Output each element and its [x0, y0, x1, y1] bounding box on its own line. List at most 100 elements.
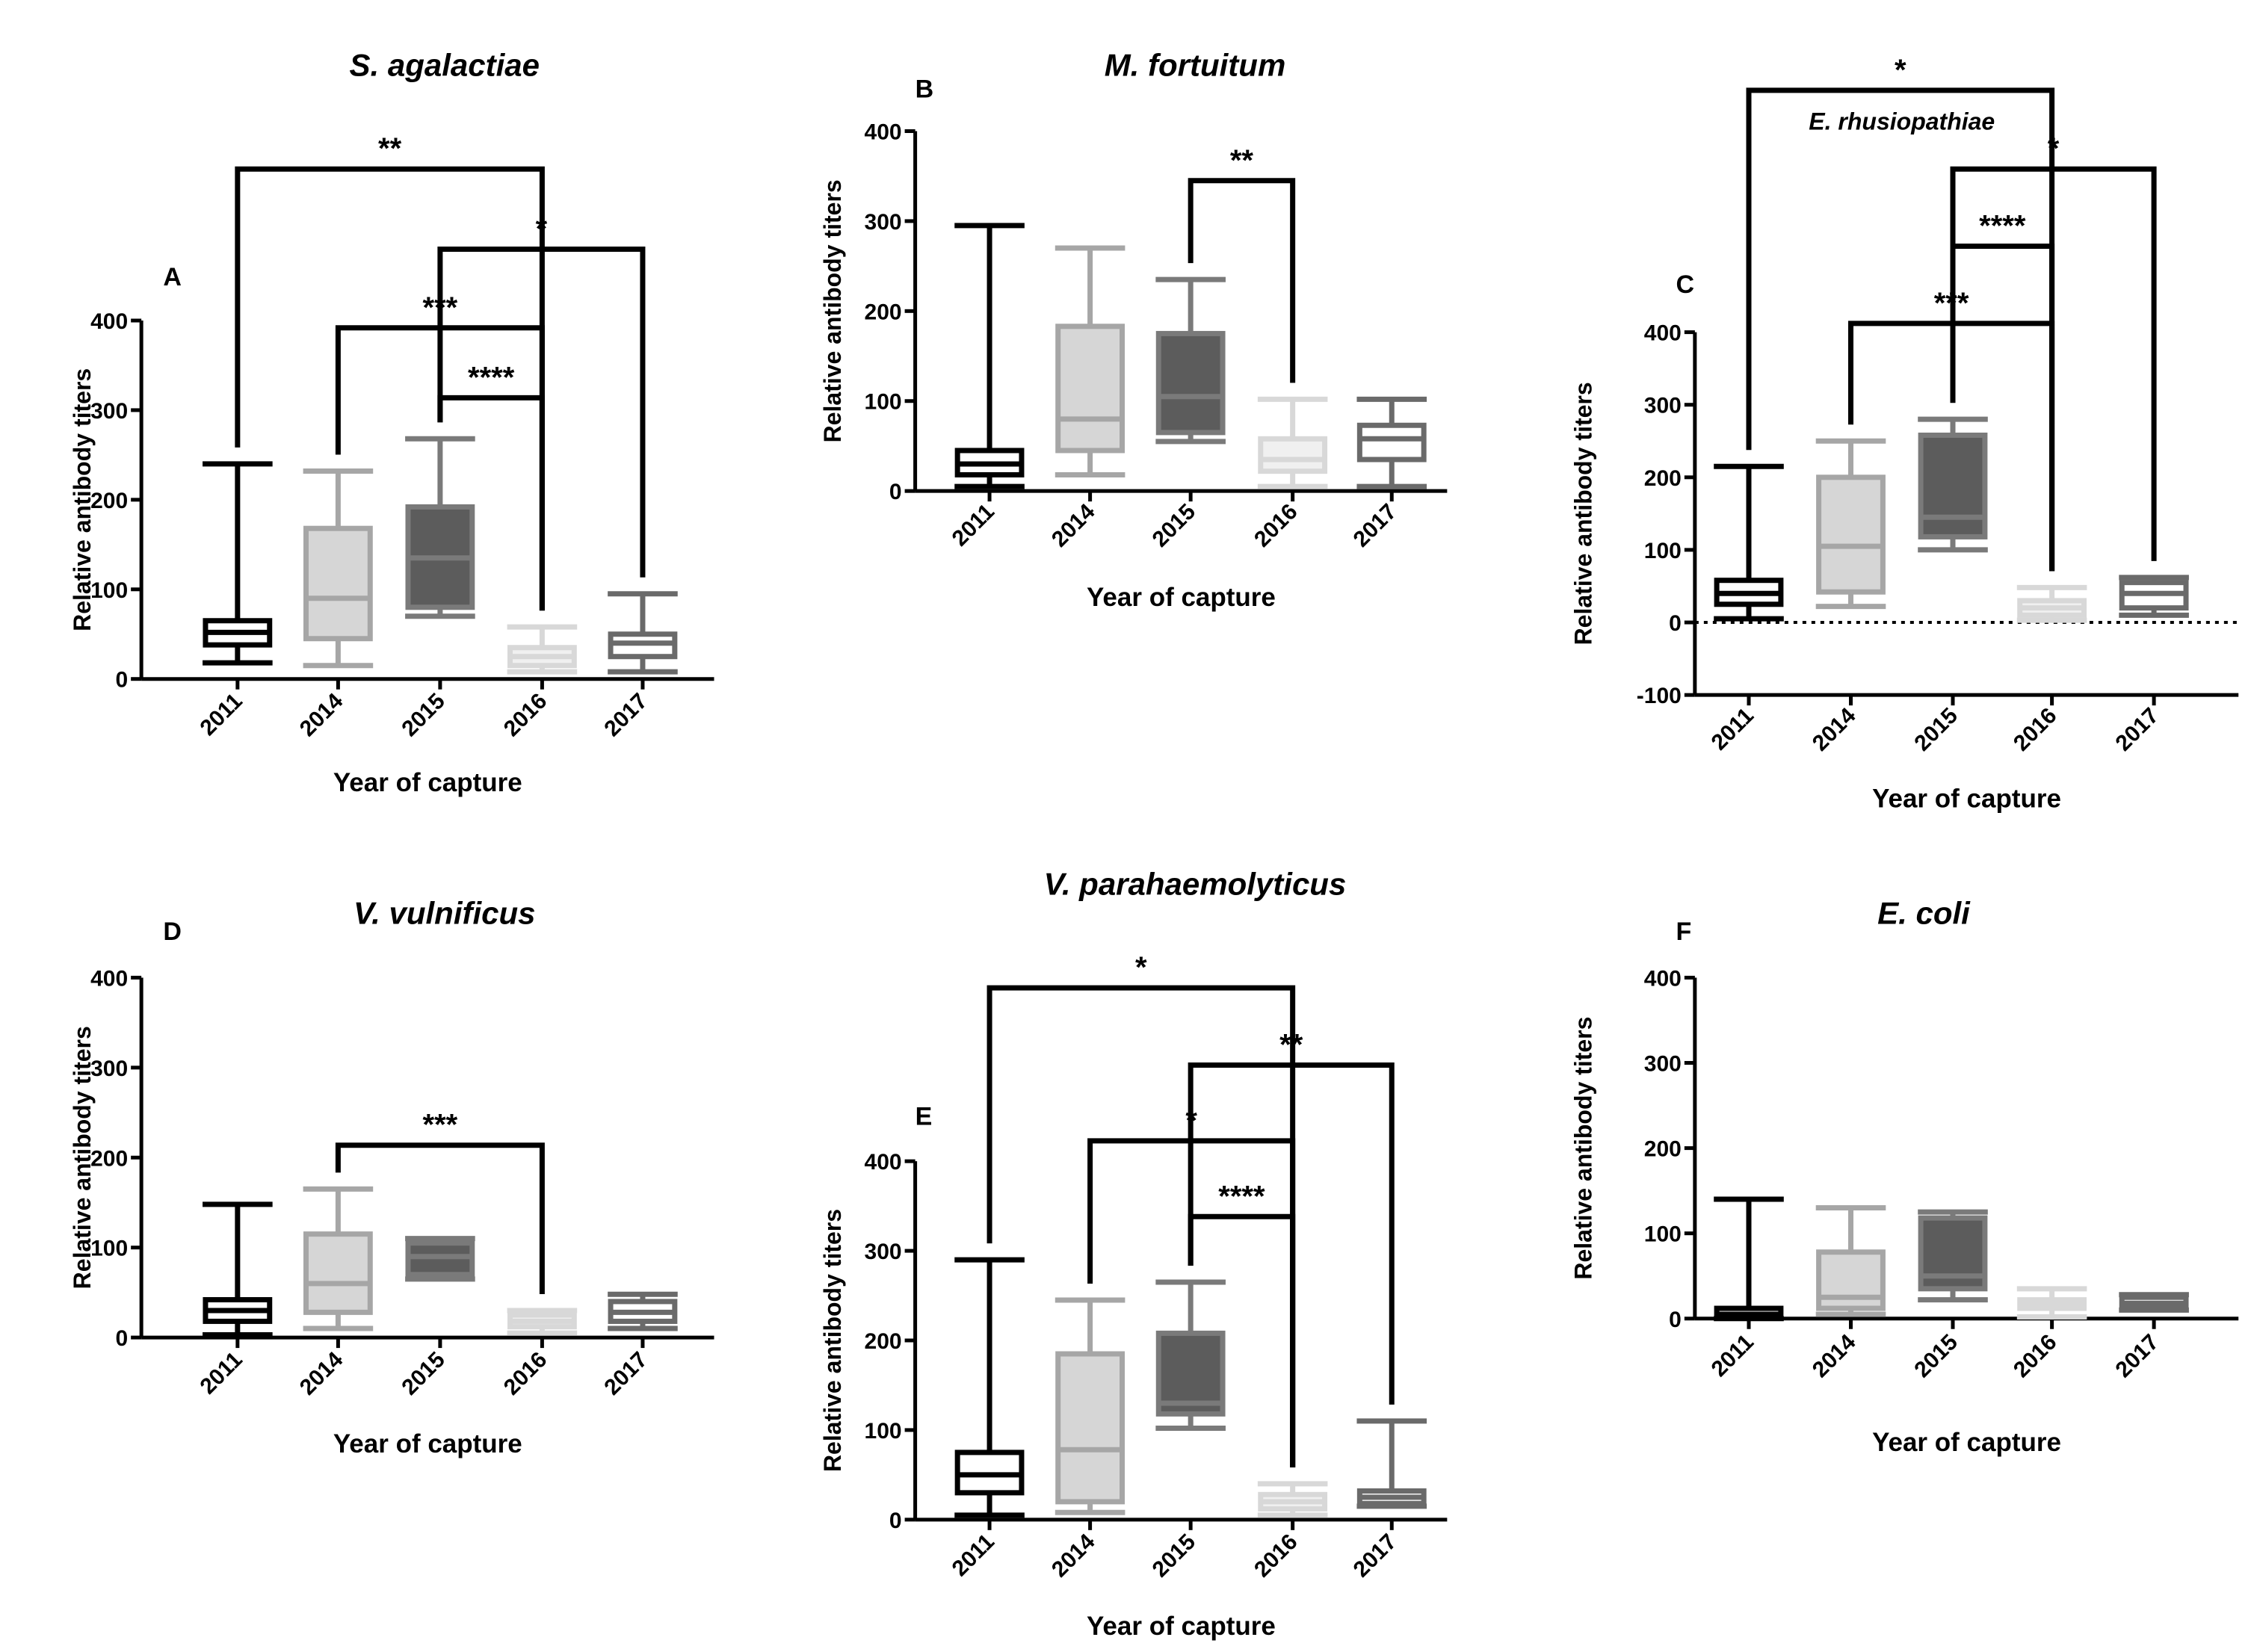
x-axis-label: Year of capture [1087, 1612, 1276, 1641]
box-2015 [1155, 276, 1226, 445]
x-tick-label: 2015 [397, 689, 450, 742]
chart-title: E. coli [1877, 895, 1971, 930]
x-tick-label: 2016 [499, 1347, 552, 1400]
box-iqr [1055, 1351, 1125, 1505]
panel-label: A [163, 263, 182, 291]
y-axis-label: Relative antibody titers [69, 1026, 96, 1289]
y-tick-label: 300 [865, 210, 902, 235]
y-tick-label: 100 [1644, 1222, 1682, 1247]
x-tick-label: 2016 [1250, 499, 1303, 552]
box-iqr [1055, 324, 1125, 454]
significance-label: * [1895, 54, 1906, 87]
y-tick-label: 300 [90, 1057, 128, 1081]
y-tick-label: 100 [865, 390, 902, 415]
x-tick-label: 2011 [948, 499, 999, 551]
significance-label: ** [378, 132, 402, 165]
x-tick-label: 2017 [2111, 1330, 2164, 1383]
box-2016 [2016, 584, 2087, 623]
significance-label: ** [1279, 1028, 1303, 1061]
x-axis-label: Year of capture [333, 768, 522, 797]
panel-label: E [916, 1102, 933, 1130]
bracket-line [335, 1142, 545, 1294]
y-axis-label: Relative antibody titers [1569, 1017, 1596, 1280]
panel-E: V. parahaemolyticus E 0 100 200 300 400 Relativ… [819, 866, 1448, 1641]
box-2017 [608, 1291, 678, 1331]
significance-label: * [1185, 1104, 1197, 1137]
bracket-line [1188, 1213, 1296, 1467]
bracket-line [1848, 321, 2055, 572]
box-2011 [954, 1257, 1025, 1518]
y-tick-label: 400 [865, 120, 902, 145]
chart-title: V. vulnificus [353, 895, 536, 930]
y-tick-label: 100 [865, 1419, 902, 1444]
x-tick-label: 2011 [195, 689, 247, 740]
y-tick-label: 200 [1644, 1137, 1682, 1162]
y-tick-label: 300 [865, 1240, 902, 1264]
box-2011 [1714, 1196, 1784, 1322]
box-2017 [2119, 575, 2189, 618]
x-tick-label: 2011 [1707, 703, 1759, 755]
x-tick-label: 2014 [1808, 1330, 1861, 1383]
panel-label: F [1676, 918, 1692, 946]
x-tick-label: 2011 [948, 1529, 999, 1581]
significance-label: *** [423, 1109, 458, 1142]
box-2017 [1356, 396, 1427, 489]
x-tick-label: 2014 [1808, 703, 1861, 756]
x-tick-label: 2014 [1047, 1529, 1100, 1583]
y-axis-label: Relative antibody titers [69, 368, 96, 631]
x-tick-label: 2017 [2111, 703, 2164, 756]
x-axis-label: Year of capture [333, 1429, 522, 1458]
x-tick-label: 2014 [1047, 499, 1100, 552]
box-2014 [303, 468, 374, 669]
x-tick-label: 2016 [1250, 1529, 1303, 1583]
y-tick-label: 200 [1644, 466, 1682, 491]
x-tick-label: 2015 [397, 1347, 450, 1400]
y-tick-label: 0 [1669, 611, 1682, 636]
x-tick-label: 2016 [2009, 1330, 2062, 1383]
y-tick-label: -100 [1637, 684, 1682, 708]
box-2014 [1055, 1297, 1126, 1515]
chart-title: V. parahaemolyticus [1044, 866, 1347, 901]
significance-label: * [1135, 951, 1147, 984]
y-tick-label: 400 [865, 1150, 902, 1175]
box-2016 [2016, 1286, 2087, 1320]
significance-label: ** [1230, 144, 1254, 177]
x-axis-label: Year of capture [1872, 784, 2061, 813]
significance-label: * [2048, 132, 2060, 165]
significance-bracket: **** [437, 361, 545, 611]
significance-bracket: * [437, 212, 646, 578]
x-tick-label: 2011 [1707, 1330, 1759, 1382]
panel-B: M. fortuitum B 0 100 200 300 400 Relative antib… [819, 47, 1448, 612]
x-tick-label: 2014 [295, 689, 348, 742]
panel-A: S. agalactiae A 0 100 200 300 400 Relative anti… [69, 47, 714, 797]
bracket-line [437, 395, 545, 611]
box-2016 [507, 1308, 578, 1336]
box-2014 [1055, 245, 1126, 477]
x-tick-label: 2015 [1909, 1330, 1963, 1383]
chart-title: M. fortuitum [1105, 47, 1286, 82]
y-tick-label: 0 [889, 480, 902, 504]
box-iqr [303, 525, 373, 642]
significance-bracket: ** [1188, 144, 1296, 383]
bracket-line [437, 246, 646, 578]
bracket-line [1188, 1062, 1395, 1405]
box-2016 [1257, 396, 1328, 489]
y-tick-label: 400 [90, 309, 128, 334]
box-iqr [1155, 330, 1226, 436]
box-2015 [405, 1236, 475, 1282]
y-axis-label: Relative antibody titers [819, 1209, 846, 1472]
bracket-line [1188, 178, 1296, 383]
box-2015 [1155, 1279, 1226, 1432]
y-tick-label: 100 [90, 578, 128, 603]
box-2011 [954, 223, 1025, 489]
box-2011 [1714, 463, 1784, 622]
box-iqr [303, 1231, 373, 1315]
significance-bracket: **** [1188, 1180, 1296, 1467]
y-tick-label: 100 [1644, 539, 1682, 563]
chart-title: E. rhusiopathiae [1809, 108, 1995, 135]
box-iqr [1258, 436, 1328, 474]
panel-F: E. coli F 0 100 200 300 400 Relative antibody t… [1569, 895, 2239, 1457]
box-2015 [1918, 416, 1988, 553]
significance-label: **** [1218, 1180, 1265, 1213]
y-tick-label: 0 [115, 668, 128, 693]
